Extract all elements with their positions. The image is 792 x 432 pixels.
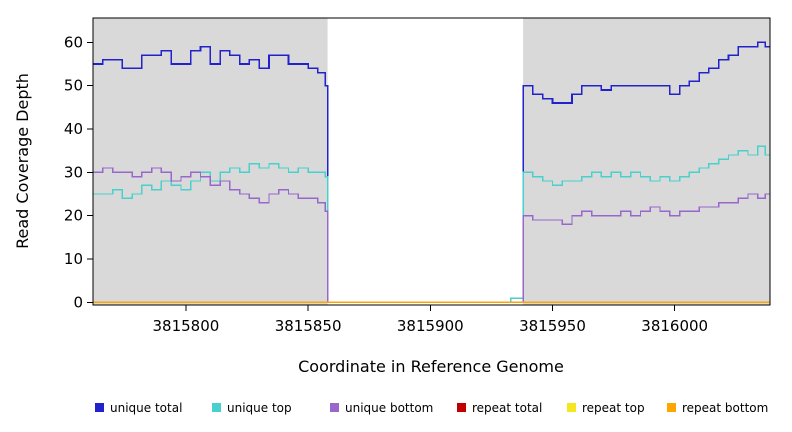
legend-swatch-repeat-bottom bbox=[667, 403, 676, 412]
x-tick-label: 3815950 bbox=[519, 317, 586, 335]
y-tick-label: 20 bbox=[64, 207, 83, 225]
legend-label: repeat bottom bbox=[682, 401, 768, 415]
y-tick-label: 40 bbox=[64, 120, 83, 138]
legend-swatch-repeat-top bbox=[567, 403, 576, 412]
x-tick-label: 3815850 bbox=[275, 317, 342, 335]
zero-coverage-region bbox=[327, 18, 524, 305]
y-axis-title: Read Coverage Depth bbox=[13, 73, 32, 249]
y-tick-label: 10 bbox=[64, 250, 83, 268]
x-tick-label: 3815900 bbox=[397, 317, 464, 335]
y-tick-label: 60 bbox=[64, 33, 83, 51]
legend: unique total unique top unique bottom repea… bbox=[95, 401, 768, 415]
legend-swatch-repeat-total bbox=[457, 403, 466, 412]
legend-label: repeat top bbox=[582, 401, 645, 415]
legend-label: unique top bbox=[227, 401, 292, 415]
legend-label: unique bottom bbox=[345, 401, 433, 415]
legend-swatch-unique-bottom bbox=[330, 403, 339, 412]
series-layer bbox=[93, 41, 770, 304]
legend-swatch-unique-total bbox=[95, 403, 104, 412]
x-tick-label: 3815800 bbox=[152, 317, 219, 335]
x-axis-title: Coordinate in Reference Genome bbox=[298, 357, 564, 376]
plot-background-layer bbox=[93, 18, 770, 305]
y-tick-label: 30 bbox=[64, 163, 83, 181]
y-tick-label: 50 bbox=[64, 77, 83, 95]
axes-layer: 3815800 3815850 3815900 3815950 3816000 0 10 20… bbox=[64, 33, 708, 335]
x-tick-label: 3816000 bbox=[641, 317, 708, 335]
legend-label: repeat total bbox=[472, 401, 542, 415]
series-unique-bottom bbox=[93, 167, 770, 304]
y-tick-label: 0 bbox=[73, 293, 83, 311]
plot-border bbox=[92, 17, 771, 306]
legend-label: unique total bbox=[110, 401, 182, 415]
legend-swatch-unique-top bbox=[212, 403, 221, 412]
